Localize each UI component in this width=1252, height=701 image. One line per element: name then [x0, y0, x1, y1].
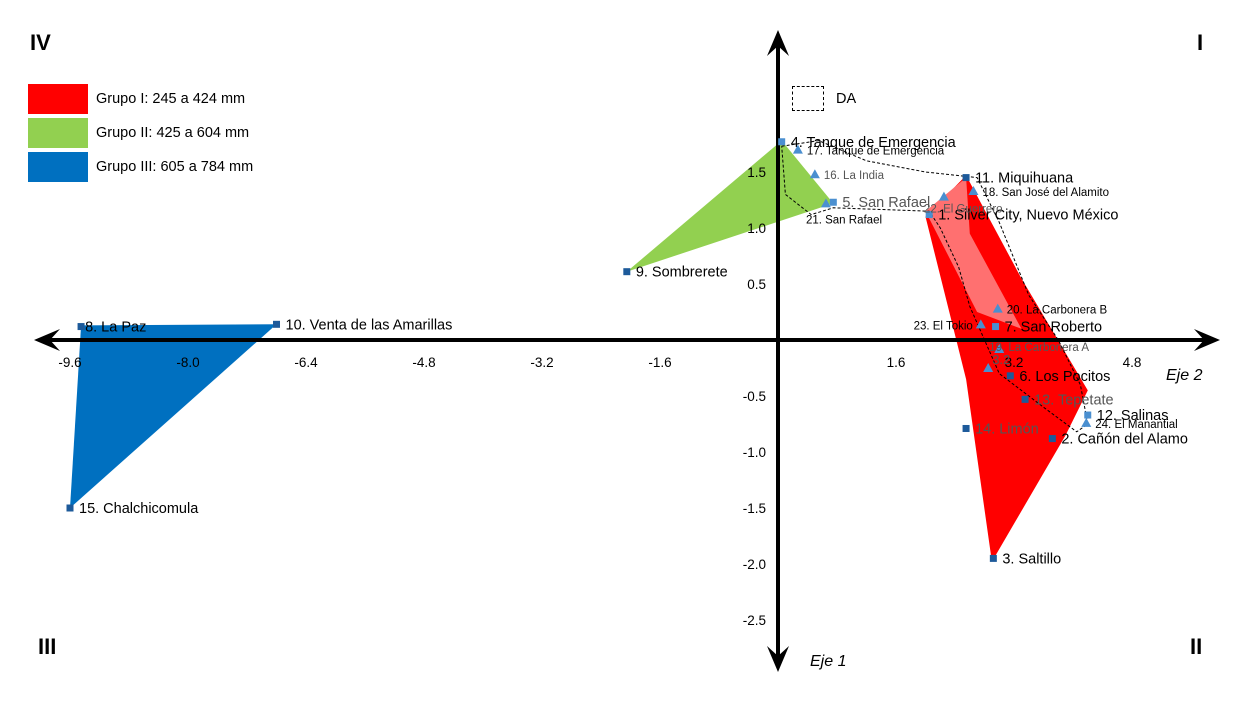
y-tick-label: 1.5 [747, 165, 766, 180]
data-point-triangle [809, 169, 820, 179]
y-tick-label: -2.0 [743, 557, 766, 572]
data-point-label: 5. San Rafael [842, 195, 930, 211]
da-outline [781, 140, 1089, 433]
data-point-label: 19. La Carbonera A [989, 342, 1089, 354]
quadrant-iii-label: III [38, 634, 57, 659]
data-point-square [962, 424, 970, 432]
y-tick-label: 1.0 [747, 221, 766, 236]
data-point-triangle [975, 319, 986, 329]
data-point-label: 13. Tepetate [1034, 392, 1114, 408]
legend-swatch-green [28, 118, 88, 148]
data-point-triangle [983, 363, 994, 372]
data-point-label: 23. El Tokio [914, 320, 973, 332]
data-point-label: 11. Miquihuana [975, 171, 1074, 187]
data-point-square [1084, 411, 1092, 419]
y-tick-label: -1.5 [743, 501, 766, 516]
legend-label: Grupo II: 425 a 604 mm [96, 125, 250, 141]
data-point-label: 3.2 [992, 352, 1010, 367]
data-point-square [77, 323, 85, 331]
data-point-label: 10. Venta de las Amarillas [286, 317, 453, 333]
x-tick-label: 3.2 [1005, 355, 1024, 370]
legend-label: Grupo III: 605 a 784 mm [96, 159, 254, 175]
data-point-square [829, 198, 837, 206]
data-point-label: 14. Limón [975, 421, 1039, 437]
data-point-square [778, 138, 786, 146]
data-point-triangle [994, 343, 1005, 353]
y-tick-label: 0.5 [747, 277, 766, 292]
da-legend: DA [792, 86, 856, 111]
x-axis-arrow-right [1194, 329, 1220, 351]
group-polygon-3 [925, 177, 1022, 329]
data-point-triangle [820, 198, 831, 208]
data-point-label: 24. El Manantial [1095, 419, 1177, 431]
data-point-label: 7. San Roberto [1005, 320, 1103, 336]
data-point-triangle [938, 191, 949, 201]
legend-swatch-red [28, 84, 88, 114]
legend-item-grupo-i: Grupo I: 245 a 424 mm [28, 82, 253, 116]
da-swatch [792, 86, 824, 111]
y-tick-label: -0.5 [743, 389, 766, 404]
data-point-label: 22. El Guerrero [924, 204, 1003, 216]
data-point-square [1048, 435, 1056, 443]
x-tick-label: -9.6 [58, 355, 81, 370]
x-axis-title: Eje 2 [1166, 367, 1203, 384]
data-point-label: 17. Tanque de Emergencia [807, 146, 945, 158]
x-tick-label: -6.4 [294, 355, 318, 370]
legend-label: Grupo I: 245 a 424 mm [96, 91, 246, 107]
data-point-label: 8. La Paz [85, 320, 146, 336]
group-polygon-0 [70, 324, 277, 508]
data-point-label: 12. Salinas [1097, 408, 1169, 424]
data-point-label: 1. Silver City, Nuevo México [938, 208, 1118, 224]
data-point-label: 6. Los Pocitos [1019, 369, 1110, 385]
y-axis-title: Eje 1 [810, 653, 847, 670]
data-point-square [962, 174, 970, 182]
quadrant-i-label: I [1197, 30, 1204, 55]
data-point-triangle [968, 186, 979, 196]
quadrant-ii-label: II [1190, 634, 1203, 659]
data-point-square [1021, 395, 1029, 403]
x-axis-arrow-left [34, 329, 60, 351]
data-point-label: 16. La India [824, 170, 885, 182]
data-point-square [992, 323, 1000, 331]
group-polygon-1 [626, 140, 834, 272]
data-point-label: 21. San Rafael [806, 214, 882, 226]
data-point-triangle [792, 144, 803, 154]
data-point-triangle [992, 303, 1003, 313]
x-tick-label: 1.6 [887, 355, 906, 370]
x-tick-label: -4.8 [412, 355, 435, 370]
y-axis-arrow-top [767, 30, 789, 56]
data-point-square [66, 504, 74, 512]
x-tick-label: 4.8 [1123, 355, 1142, 370]
legend-item-grupo-iii: Grupo III: 605 a 784 mm [28, 150, 253, 184]
data-point-label: 4. Tanque de Emergencia [791, 135, 957, 151]
data-point-label: 3. Saltillo [1002, 551, 1061, 567]
legend-swatch-blue [28, 152, 88, 182]
data-point-label: 20. La Carbonera B [1007, 305, 1108, 317]
y-tick-label: -1.0 [743, 445, 766, 460]
data-point-triangle [1081, 417, 1092, 427]
data-point-square [925, 211, 933, 219]
legend-item-grupo-ii: Grupo II: 425 a 604 mm [28, 116, 253, 150]
data-point-square [273, 320, 280, 328]
data-point-label: 18. San José del Alamito [982, 187, 1109, 199]
data-point-label: 2. Cañón del Alamo [1061, 432, 1188, 448]
data-point-square [623, 268, 631, 276]
quadrant-iv-label: IV [30, 30, 51, 55]
legend: Grupo I: 245 a 424 mm Grupo II: 425 a 60… [28, 82, 253, 184]
data-point-label: 9. Sombrerete [636, 265, 728, 281]
x-tick-label: -1.6 [648, 355, 671, 370]
y-tick-label: -2.5 [743, 613, 766, 628]
y-axis-arrow-bottom [767, 646, 789, 672]
x-tick-label: -8.0 [176, 355, 199, 370]
da-label: DA [836, 90, 857, 107]
data-point-square [1006, 372, 1014, 380]
x-tick-label: -3.2 [530, 355, 553, 370]
data-point-label: 15. Chalchicomula [79, 501, 199, 517]
data-point-square [989, 554, 997, 562]
